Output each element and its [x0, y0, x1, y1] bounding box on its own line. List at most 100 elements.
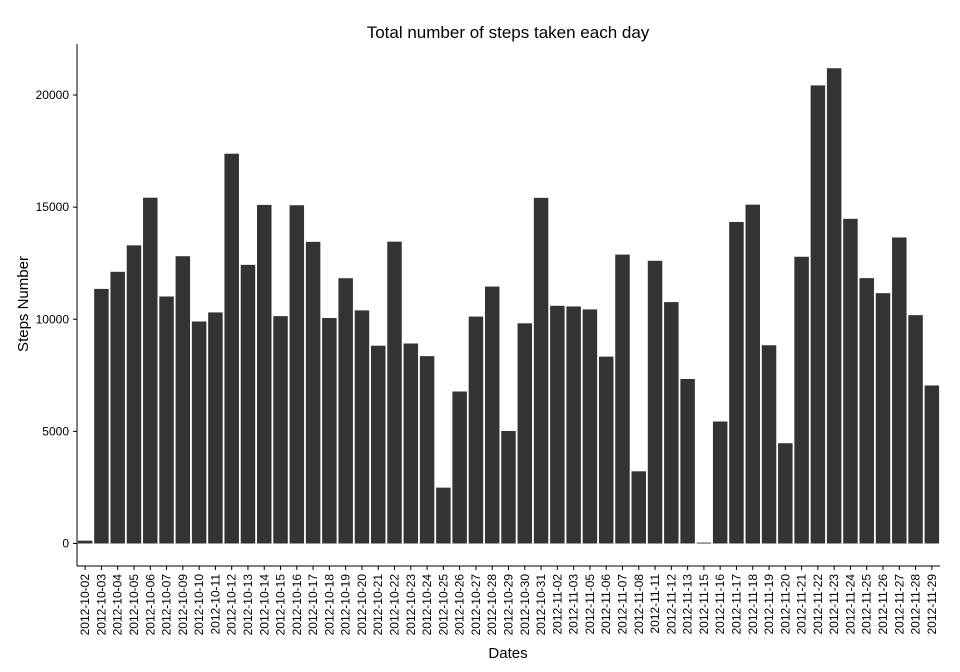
x-tick-label: 2012-10-06: [143, 574, 157, 636]
x-tick-label: 2012-10-29: [502, 574, 516, 636]
bar-2012-11-11: [647, 260, 663, 544]
bar-2012-10-03: [94, 288, 109, 544]
x-tick-label: 2012-10-12: [225, 574, 239, 636]
bar-2012-11-21: [794, 256, 809, 544]
bar-2012-11-07: [615, 254, 630, 544]
bar-2012-11-13: [680, 378, 695, 544]
bar-2012-11-20: [778, 443, 793, 544]
chart-title: Total number of steps taken each day: [367, 23, 650, 42]
bar-2012-10-19: [338, 278, 353, 544]
x-tick-label: 2012-11-06: [599, 574, 613, 635]
x-tick-label: 2012-10-21: [371, 574, 385, 636]
bar-2012-10-12: [224, 153, 239, 544]
bar-2012-10-02: [77, 540, 93, 544]
x-tick-label: 2012-10-11: [208, 574, 222, 635]
bar-2012-10-31: [533, 197, 549, 544]
x-tick-label: 2012-11-28: [909, 574, 923, 635]
bar-2012-10-26: [452, 391, 467, 544]
x-axis: 2012-10-02 2012-10-03 2012-10-04 2012-10-05…: [77, 565, 940, 636]
x-tick-label: 2012-10-17: [306, 574, 320, 636]
bar-2012-11-06: [598, 356, 614, 544]
bar-2012-10-27: [468, 316, 484, 544]
x-tick-label: 2012-10-20: [355, 574, 369, 636]
bar-2012-10-30: [517, 323, 533, 544]
bar-2012-11-17: [729, 221, 744, 544]
bar-2012-11-16: [712, 421, 728, 544]
bar-2012-11-26: [875, 293, 891, 544]
y-tick-label: 20000: [36, 88, 70, 102]
x-tick-label: 2012-11-03: [567, 574, 581, 635]
bar-2012-10-21: [370, 345, 386, 544]
bar-2012-10-17: [305, 241, 321, 544]
bar-2012-11-02: [550, 305, 565, 544]
x-tick-label: 2012-10-09: [176, 574, 190, 636]
x-tick-label: 2012-11-23: [827, 574, 841, 635]
x-tick-label: 2012-11-24: [843, 574, 857, 635]
bar-2012-11-28: [908, 315, 923, 544]
x-tick-label: 2012-10-23: [404, 574, 418, 636]
x-tick-label: 2012-10-19: [339, 574, 353, 636]
x-tick-label: 2012-11-27: [892, 574, 906, 635]
x-tick-label: 2012-10-24: [420, 574, 434, 636]
bar-2012-11-03: [566, 306, 581, 544]
x-tick-label: 2012-11-26: [876, 574, 890, 635]
x-tick-label: 2012-11-20: [778, 574, 792, 635]
x-tick-label: 2012-10-31: [534, 574, 548, 636]
y-tick-label: 10000: [36, 312, 70, 326]
x-tick-label: 2012-11-17: [729, 574, 743, 635]
bar-2012-11-24: [843, 218, 858, 544]
bar-2012-10-25: [436, 487, 451, 544]
x-tick-label: 2012-11-21: [795, 574, 809, 635]
bar-2012-10-05: [126, 245, 142, 544]
bar-2012-11-19: [761, 345, 777, 544]
bar-2012-10-29: [501, 430, 516, 544]
x-tick-label: 2012-11-25: [860, 574, 874, 635]
x-tick-label: 2012-10-30: [518, 574, 532, 636]
bar-2012-11-12: [664, 302, 679, 544]
bar-2012-10-28: [484, 286, 500, 544]
bar-2012-10-13: [240, 264, 256, 544]
x-tick-label: 2012-10-26: [453, 574, 467, 636]
x-tick-label: 2012-11-15: [697, 574, 711, 635]
bar-2012-11-08: [631, 471, 647, 544]
x-tick-label: 2012-10-18: [322, 574, 336, 636]
x-tick-label: 2012-10-27: [469, 574, 483, 636]
x-tick-label: 2012-11-16: [713, 574, 727, 635]
x-tick-label: 2012-11-22: [811, 574, 825, 635]
bar-2012-10-10: [191, 321, 207, 544]
bar-2012-10-14: [257, 204, 272, 544]
x-tick-label: 2012-10-03: [94, 574, 108, 636]
bar-2012-10-06: [143, 197, 158, 544]
bar-2012-11-05: [582, 309, 598, 544]
bar-2012-10-23: [403, 343, 419, 544]
bar-2012-11-29: [924, 385, 940, 544]
x-tick-label: 2012-10-25: [436, 574, 450, 636]
bar-2012-11-27: [892, 237, 907, 544]
y-tick-label: 15000: [36, 200, 70, 214]
x-tick-label: 2012-10-02: [78, 574, 92, 636]
bars-group: [77, 68, 940, 544]
bar-2012-11-15: [696, 542, 712, 544]
bar-2012-11-18: [745, 204, 760, 544]
y-axis-title: Steps Number: [15, 256, 32, 352]
x-tick-label: 2012-10-16: [290, 574, 304, 636]
bar-2012-10-22: [387, 241, 402, 544]
bar-2012-11-23: [826, 68, 842, 544]
x-tick-label: 2012-11-02: [550, 574, 564, 635]
x-tick-label: 2012-10-15: [274, 574, 288, 636]
y-tick-label: 5000: [42, 424, 69, 438]
bar-2012-10-24: [419, 356, 435, 544]
x-tick-label: 2012-10-04: [111, 574, 125, 636]
bar-2012-10-16: [289, 205, 305, 544]
x-tick-label: 2012-10-13: [241, 574, 255, 636]
bar-2012-10-07: [159, 296, 174, 544]
bar-2012-10-04: [110, 271, 125, 544]
x-tick-label: 2012-11-19: [762, 574, 776, 635]
x-tick-label: 2012-11-18: [746, 574, 760, 635]
bar-2012-10-09: [175, 256, 191, 544]
bar-2012-11-25: [859, 278, 874, 544]
x-tick-label: 2012-11-13: [681, 574, 695, 635]
x-tick-label: 2012-10-22: [388, 574, 402, 636]
